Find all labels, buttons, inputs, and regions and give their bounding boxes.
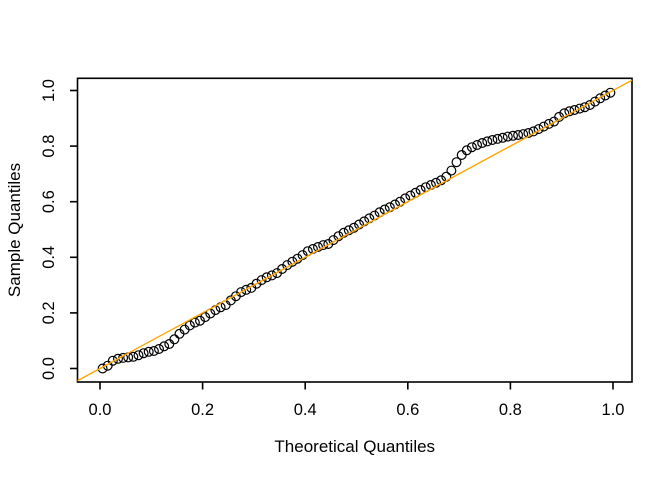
data-point xyxy=(436,175,447,186)
y-tick-label: 0.4 xyxy=(40,246,58,269)
x-tick-label: 0.0 xyxy=(89,401,112,419)
data-point xyxy=(543,118,554,129)
x-tick-label: 1.0 xyxy=(602,401,625,419)
data-point xyxy=(600,90,611,101)
y-tick-label: 0.2 xyxy=(40,301,58,324)
data-point xyxy=(128,351,139,362)
data-point xyxy=(482,136,493,147)
data-point xyxy=(189,317,200,328)
data-point xyxy=(569,104,580,115)
data-point xyxy=(343,225,354,236)
x-axis-title: Theoretical Quantiles xyxy=(274,437,435,456)
data-point xyxy=(195,315,206,326)
data-point xyxy=(559,108,570,119)
data-point xyxy=(251,278,262,289)
data-point xyxy=(148,346,159,357)
data-point xyxy=(492,133,503,144)
data-point xyxy=(133,350,144,361)
data-point xyxy=(164,339,175,350)
data-point xyxy=(107,355,118,366)
reference-line xyxy=(77,79,633,382)
data-point xyxy=(461,145,472,156)
x-tick-label: 0.6 xyxy=(396,401,419,419)
data-point xyxy=(256,275,267,286)
data-point xyxy=(138,348,149,359)
y-tick-label: 0.6 xyxy=(40,190,58,213)
data-point xyxy=(497,132,508,143)
data-point xyxy=(523,128,534,139)
data-point xyxy=(508,130,519,141)
data-point xyxy=(589,96,600,107)
data-point xyxy=(154,344,165,355)
data-point xyxy=(102,360,113,371)
data-point xyxy=(456,150,467,161)
data-point xyxy=(354,219,365,230)
data-point xyxy=(236,287,247,298)
data-point xyxy=(595,93,606,104)
data-point xyxy=(472,140,483,151)
y-tick-label: 0.8 xyxy=(40,135,58,158)
data-point xyxy=(359,216,370,227)
data-point xyxy=(466,142,477,153)
data-point xyxy=(169,334,180,345)
data-point xyxy=(477,138,488,149)
data-point xyxy=(200,312,211,323)
data-point xyxy=(538,121,549,132)
y-axis-title: Sample Quantiles xyxy=(5,163,24,297)
data-point xyxy=(605,87,616,98)
data-point xyxy=(513,130,524,141)
data-point xyxy=(184,320,195,331)
data-point xyxy=(487,135,498,146)
x-tick-label: 0.2 xyxy=(191,401,214,419)
data-point xyxy=(579,102,590,113)
data-point xyxy=(241,284,252,295)
data-point xyxy=(446,165,457,176)
y-tick-label: 0.0 xyxy=(40,357,58,380)
data-point xyxy=(261,272,272,283)
data-point xyxy=(159,341,170,352)
x-tick-label: 0.8 xyxy=(499,401,522,419)
data-point xyxy=(313,242,324,253)
data-point xyxy=(502,131,513,142)
data-point xyxy=(574,103,585,114)
y-tick-label: 1.0 xyxy=(40,79,58,102)
data-point xyxy=(451,157,462,168)
data-point xyxy=(97,363,108,374)
data-point xyxy=(266,270,277,281)
data-point xyxy=(112,353,123,364)
x-tick-label: 0.4 xyxy=(294,401,317,419)
data-point xyxy=(143,346,154,357)
plot-box xyxy=(76,77,633,383)
